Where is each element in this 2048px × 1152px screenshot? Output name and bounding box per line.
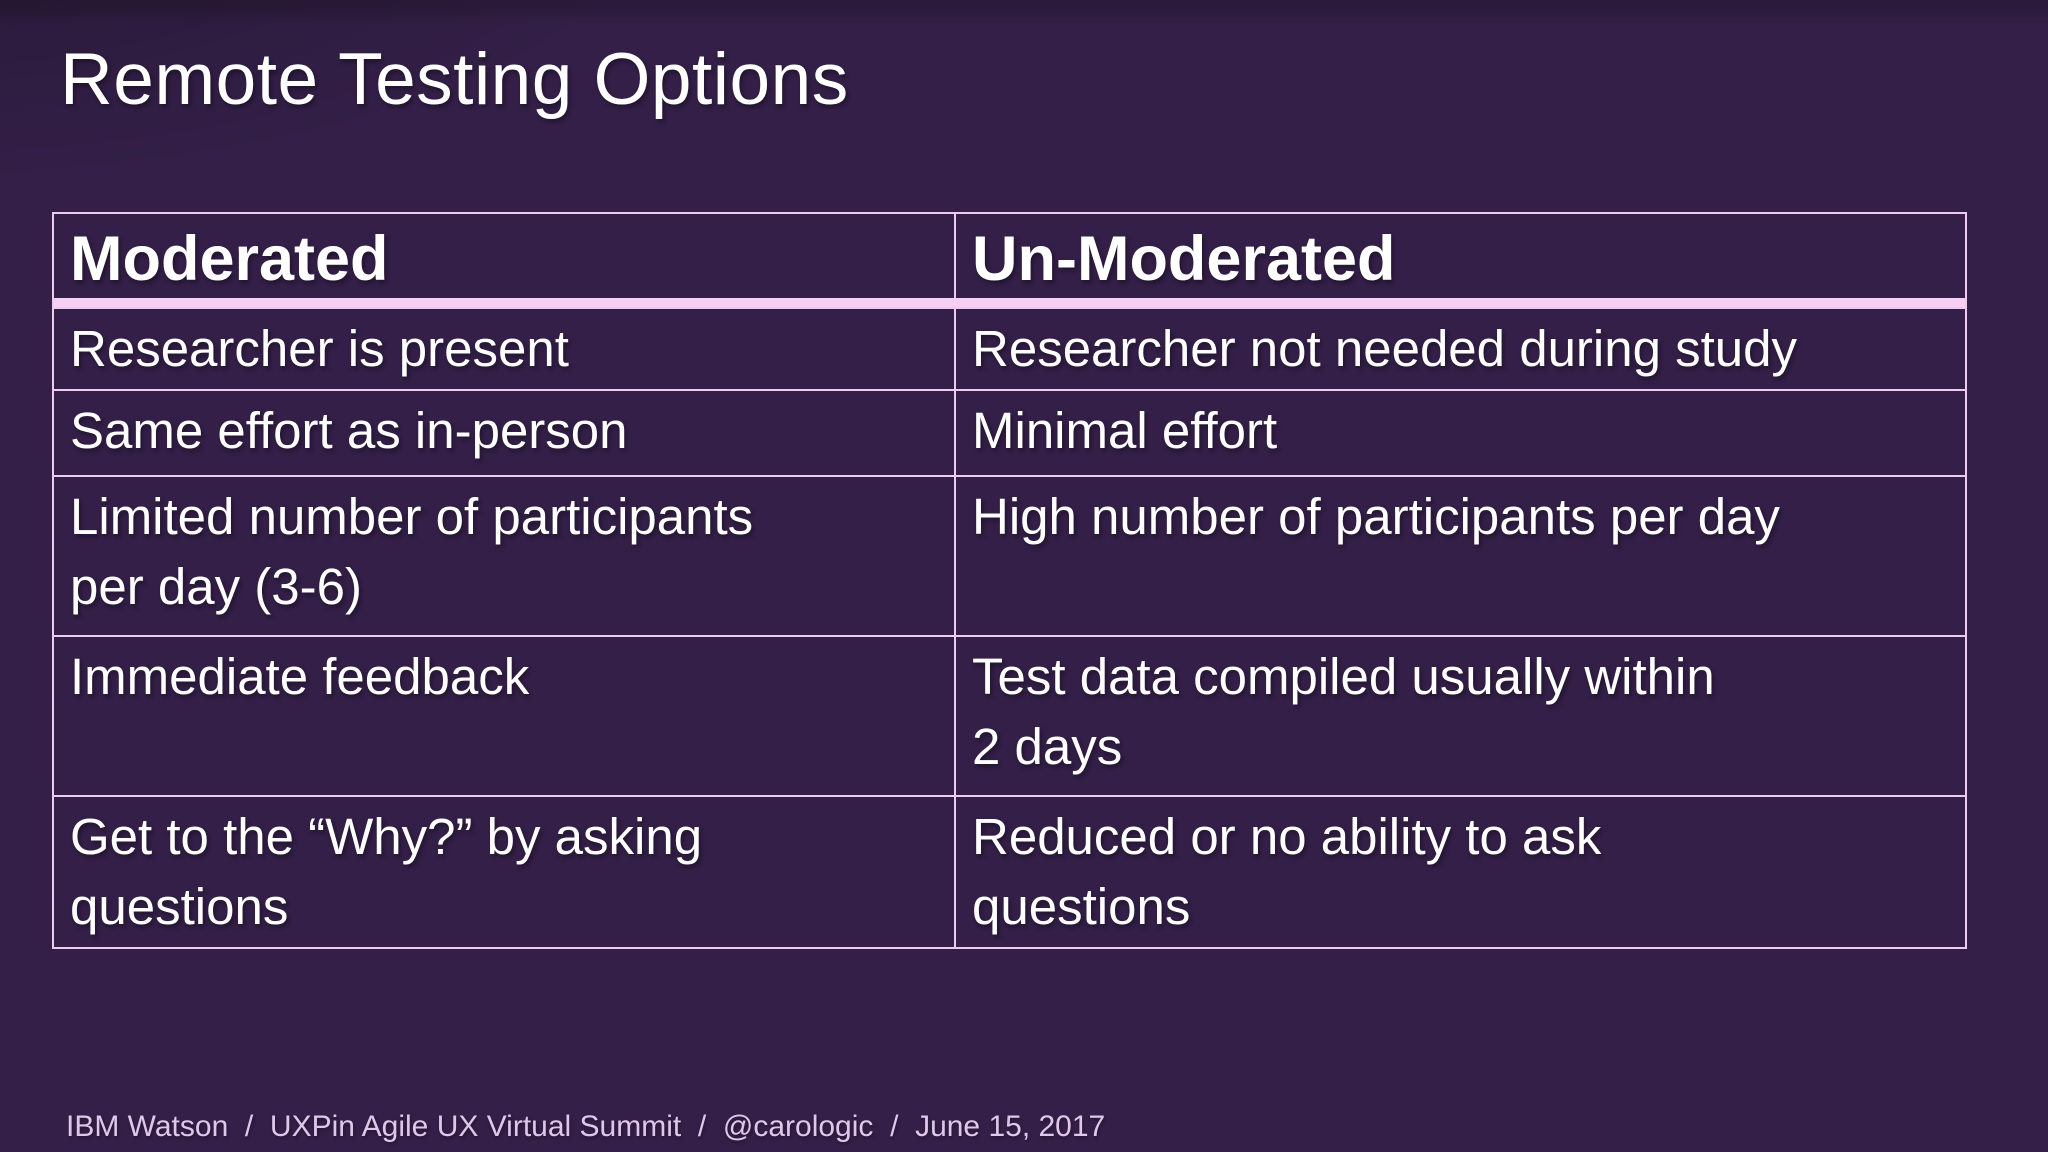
comparison-table: Moderated Un-Moderated Researcher is pre… <box>52 212 1967 949</box>
cell-unmoderated-minimal-effort: Minimal effort <box>972 402 1278 459</box>
cell-moderated-researcher-present: Researcher is present <box>54 309 956 389</box>
table-row: Limited number of participants per day (… <box>54 475 1965 635</box>
column-header-moderated: Moderated <box>54 214 956 298</box>
footer-credits: IBM Watson / UXPin Agile UX Virtual Summ… <box>66 1110 1106 1143</box>
cell-unmoderated-test-data-compiled: Test data compiled usually within 2 days <box>972 648 1715 776</box>
table-row: Immediate feedback Test data compiled us… <box>54 635 1965 795</box>
cell-unmoderated-high-participants: High number of participants per day <box>972 488 1780 545</box>
cell-moderated-same-effort: Same effort as in-person <box>54 391 956 475</box>
column-header-unmoderated: Un-Moderated <box>972 224 1396 294</box>
table-row: Same effort as in-person Minimal effort <box>54 389 1965 475</box>
table-row: Researcher is present Researcher not nee… <box>54 307 1965 389</box>
page-title: Remote Testing Options <box>60 39 849 120</box>
table-header-row: Moderated Un-Moderated <box>54 214 1965 307</box>
cell-moderated-get-to-why: Get to the “Why?” by asking questions <box>54 797 956 947</box>
cell-moderated-immediate-feedback: Immediate feedback <box>54 637 956 795</box>
cell-unmoderated-researcher-not-needed: Researcher not needed during study <box>972 320 1798 377</box>
cell-unmoderated-reduced-ability: Reduced or no ability to ask questions <box>972 808 1602 936</box>
cell-moderated-limited-participants: Limited number of participants per day (… <box>54 477 956 635</box>
table-row: Get to the “Why?” by asking questions Re… <box>54 795 1965 947</box>
